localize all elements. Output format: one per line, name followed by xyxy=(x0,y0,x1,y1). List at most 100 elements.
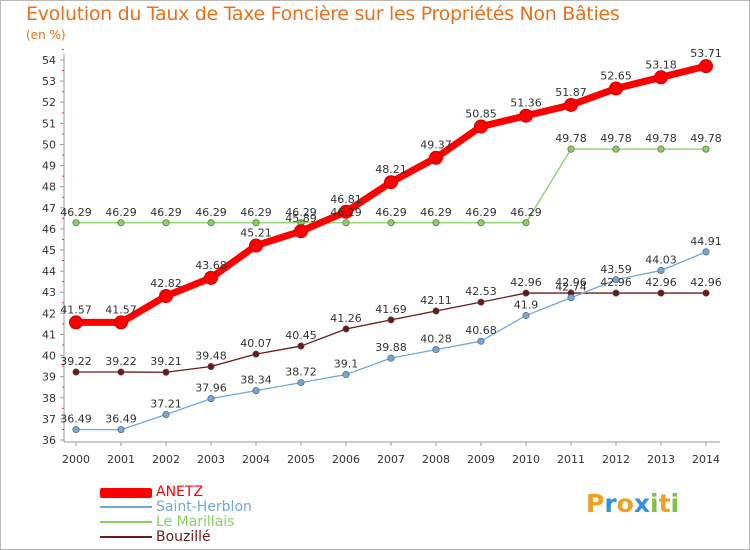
y-tick-label: 39 xyxy=(42,371,56,384)
data-point-bouzille xyxy=(72,368,80,376)
axes: 36 37 38 39 40 41 42 43 44 45 46 47 48 49 50 51 52 53 54 20… xyxy=(42,48,720,466)
legend-label-anetz: ANETZ xyxy=(156,484,204,500)
data-point-le-marillais xyxy=(162,219,170,227)
data-label-bouzille: 42.96 xyxy=(600,276,632,289)
data-label-bouzille: 42.11 xyxy=(420,294,452,307)
data-point-le-marillais xyxy=(252,219,260,227)
legend-swatch-bouzille xyxy=(100,536,152,538)
data-point-saint-herblon xyxy=(342,371,350,379)
data-label-bouzille: 40.45 xyxy=(285,329,317,342)
data-point-saint-herblon xyxy=(162,410,170,418)
data-point-anetz xyxy=(249,238,263,253)
data-point-anetz xyxy=(339,204,353,219)
data-label-anetz: 52.65 xyxy=(600,70,632,83)
data-label-bouzille: 39.22 xyxy=(60,355,92,368)
data-point-le-marillais xyxy=(72,219,80,227)
data-point-le-marillais xyxy=(477,219,485,227)
data-label-anetz: 42.82 xyxy=(150,277,182,290)
logo-letter: i xyxy=(670,489,680,518)
y-tick-label: 36 xyxy=(42,434,56,447)
data-label-saint-herblon: 44.91 xyxy=(690,235,722,248)
data-label-bouzille: 41.69 xyxy=(375,303,407,316)
data-label-anetz: 45.89 xyxy=(285,212,317,225)
legend-swatch-anetz xyxy=(100,488,152,498)
data-label-bouzille: 39.21 xyxy=(150,355,182,368)
data-point-bouzille xyxy=(207,363,215,371)
data-label-anetz: 53.71 xyxy=(690,47,722,60)
data-label-le-marillais: 46.29 xyxy=(240,206,272,219)
data-point-bouzille xyxy=(612,289,620,297)
data-point-le-marillais xyxy=(432,219,440,227)
y-tick-label: 53 xyxy=(42,75,56,88)
data-label-anetz: 53.18 xyxy=(645,58,677,71)
data-label-anetz: 46.81 xyxy=(330,193,362,206)
data-label-bouzille: 39.22 xyxy=(105,355,137,368)
data-point-saint-herblon xyxy=(252,387,260,395)
data-label-le-marillais: 46.29 xyxy=(60,206,92,219)
x-tick-label: 2004 xyxy=(242,453,270,466)
x-tick-label: 2010 xyxy=(512,453,540,466)
data-point-anetz xyxy=(609,81,623,96)
x-tick-label: 2014 xyxy=(692,453,720,466)
data-label-saint-herblon: 37.21 xyxy=(150,397,182,410)
x-tick-label: 2013 xyxy=(647,453,675,466)
x-tick-label: 2009 xyxy=(467,453,495,466)
legend-label-bouzille: Bouzillé xyxy=(156,529,211,545)
data-point-bouzille xyxy=(702,289,710,297)
y-tick-label: 51 xyxy=(42,117,56,130)
data-point-bouzille xyxy=(162,368,170,376)
data-point-bouzille xyxy=(117,368,125,376)
data-label-le-marillais: 46.29 xyxy=(465,206,497,219)
y-tick-label: 40 xyxy=(42,350,56,363)
data-label-anetz: 41.57 xyxy=(60,303,92,316)
data-label-le-marillais: 46.29 xyxy=(330,206,362,219)
logo-letter: i xyxy=(650,489,659,518)
data-label-bouzille: 42.96 xyxy=(690,276,722,289)
data-label-saint-herblon: 41.9 xyxy=(514,298,539,311)
data-label-bouzille: 40.07 xyxy=(240,337,272,350)
data-point-le-marillais xyxy=(702,145,710,153)
data-label-bouzille: 41.26 xyxy=(330,312,362,325)
x-tick-label: 2007 xyxy=(377,453,405,466)
data-point-anetz xyxy=(429,150,443,165)
data-point-bouzille xyxy=(657,289,665,297)
logo-letter: x xyxy=(633,489,650,518)
y-tick-label: 38 xyxy=(42,392,56,405)
data-point-bouzille xyxy=(252,350,260,358)
y-tick-label: 43 xyxy=(42,286,56,299)
data-point-saint-herblon xyxy=(657,266,665,274)
data-point-saint-herblon xyxy=(567,294,575,302)
data-point-anetz xyxy=(384,175,398,190)
data-label-le-marillais: 46.29 xyxy=(195,206,227,219)
y-tick-label: 45 xyxy=(42,244,56,257)
legend-label-le-marillais: Le Marillais xyxy=(156,514,235,530)
data-point-bouzille xyxy=(477,298,485,306)
x-tick-label: 2003 xyxy=(197,453,225,466)
data-label-bouzille: 42.96 xyxy=(510,276,542,289)
data-point-saint-herblon xyxy=(432,346,440,354)
data-point-anetz xyxy=(699,59,713,74)
data-label-saint-herblon: 39.1 xyxy=(334,358,359,371)
unit-label: (en %) xyxy=(26,28,66,42)
data-label-saint-herblon: 39.88 xyxy=(375,341,407,354)
data-label-bouzille: 39.48 xyxy=(195,350,227,363)
data-point-bouzille xyxy=(522,289,530,297)
y-tick-label: 42 xyxy=(42,307,56,320)
data-label-le-marillais: 46.29 xyxy=(105,206,137,219)
data-label-le-marillais: 49.78 xyxy=(555,132,587,145)
y-tick-label: 48 xyxy=(42,181,56,194)
data-label-le-marillais: 46.29 xyxy=(510,206,542,219)
data-label-bouzille: 42.96 xyxy=(645,276,677,289)
data-label-le-marillais: 49.78 xyxy=(645,132,677,145)
data-label-le-marillais: 49.78 xyxy=(600,132,632,145)
data-point-anetz xyxy=(519,108,533,123)
data-label-anetz: 48.21 xyxy=(375,163,407,176)
data-point-le-marillais xyxy=(657,145,665,153)
data-label-saint-herblon: 37.96 xyxy=(195,382,227,395)
y-tick-label: 50 xyxy=(42,138,56,151)
data-point-anetz xyxy=(114,315,128,330)
data-point-saint-herblon xyxy=(387,354,395,362)
data-label-saint-herblon: 44.03 xyxy=(645,253,677,266)
data-label-anetz: 41.57 xyxy=(105,303,137,316)
data-point-bouzille xyxy=(297,342,305,350)
